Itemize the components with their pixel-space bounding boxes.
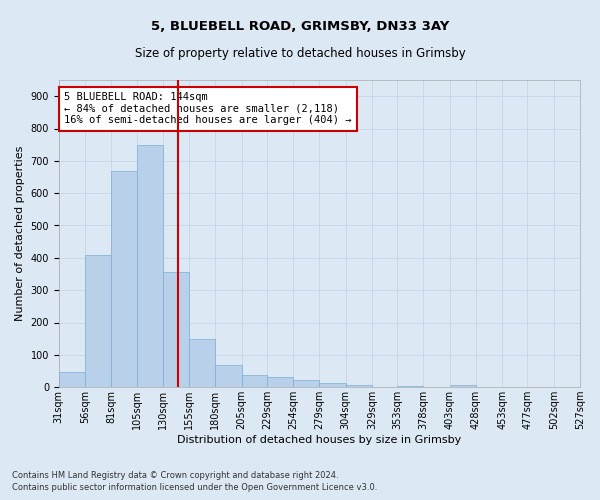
Bar [112, 170, 137, 387]
X-axis label: Distribution of detached houses by size in Grimsby: Distribution of detached houses by size … [177, 435, 461, 445]
Text: 5 BLUEBELL ROAD: 144sqm
← 84% of detached houses are smaller (2,118)
16% of semi: 5 BLUEBELL ROAD: 144sqm ← 84% of detache… [64, 92, 352, 126]
Bar [293, 380, 319, 387]
Text: 5, BLUEBELL ROAD, GRIMSBY, DN33 3AY: 5, BLUEBELL ROAD, GRIMSBY, DN33 3AY [151, 20, 449, 33]
Bar [85, 254, 112, 387]
Text: Contains public sector information licensed under the Open Government Licence v3: Contains public sector information licen… [12, 484, 377, 492]
Bar [346, 384, 372, 387]
Bar [319, 384, 346, 387]
Y-axis label: Number of detached properties: Number of detached properties [15, 146, 25, 322]
Bar [397, 386, 424, 387]
Bar [449, 384, 476, 387]
Bar [189, 340, 215, 387]
Bar [215, 364, 242, 387]
Text: Contains HM Land Registry data © Crown copyright and database right 2024.: Contains HM Land Registry data © Crown c… [12, 471, 338, 480]
Text: Size of property relative to detached houses in Grimsby: Size of property relative to detached ho… [134, 48, 466, 60]
Bar [59, 372, 85, 387]
Bar [137, 144, 163, 387]
Bar [163, 272, 189, 387]
Bar [242, 375, 267, 387]
Bar [267, 378, 293, 387]
